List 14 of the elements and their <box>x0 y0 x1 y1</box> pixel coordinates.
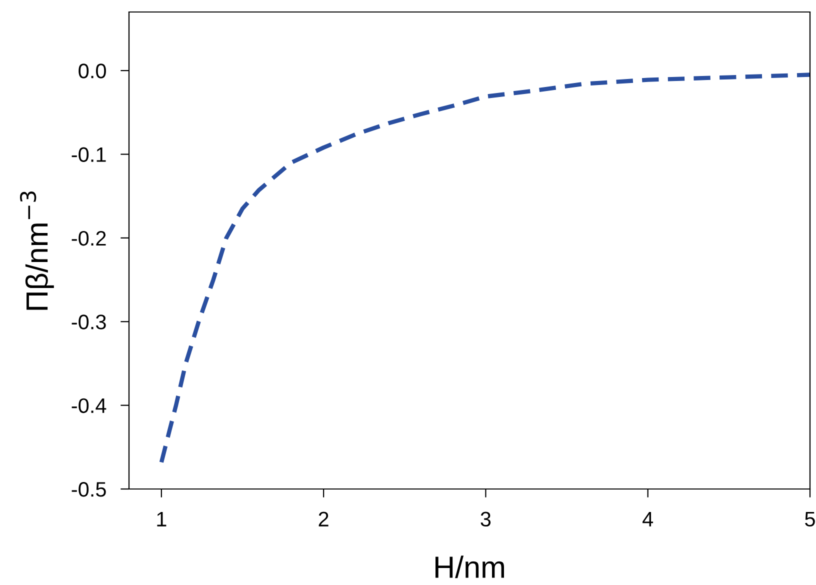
x-tick-label: 3 <box>480 512 491 527</box>
x-axis-title: H/nm <box>436 556 504 578</box>
line-series <box>159 72 810 464</box>
y-axis-title: Πβ/nm$^{−3}$ <box>20 192 54 310</box>
y-tick-label: -0.3 <box>72 314 106 330</box>
x-tick-label: 4 <box>642 512 654 526</box>
x-tick-label: 5 <box>805 512 815 527</box>
y-tick-label: -0.4 <box>72 398 106 414</box>
y-tick-label: -0.5 <box>72 482 106 497</box>
y-tick-label: -0.2 <box>72 230 106 246</box>
x-tick-label: 2 <box>318 512 328 526</box>
y-tick-label: 0.0 <box>78 64 106 78</box>
y-tick-label: -0.1 <box>72 147 106 162</box>
x-tick-label: 1 <box>157 512 166 526</box>
